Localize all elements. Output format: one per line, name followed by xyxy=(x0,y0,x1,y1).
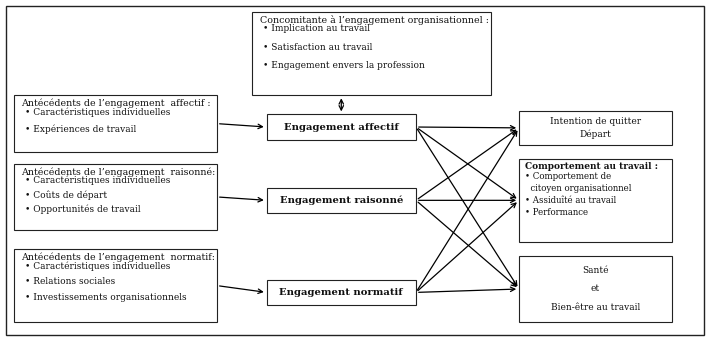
Text: • Satisfaction au travail: • Satisfaction au travail xyxy=(263,43,373,51)
FancyBboxPatch shape xyxy=(519,256,672,322)
Text: • Caractéristiques individuelles: • Caractéristiques individuelles xyxy=(25,261,170,271)
Text: • Performance: • Performance xyxy=(525,208,588,217)
FancyBboxPatch shape xyxy=(267,280,416,305)
Text: Antécédents de l’engagement  raisonné:: Antécédents de l’engagement raisonné: xyxy=(21,167,215,177)
Text: • Implication au travail: • Implication au travail xyxy=(263,24,370,33)
Text: • Comportement de: • Comportement de xyxy=(525,172,611,181)
Text: • Opportunités de travail: • Opportunités de travail xyxy=(25,204,141,213)
Text: Départ: Départ xyxy=(579,130,611,139)
Text: Engagement normatif: Engagement normatif xyxy=(279,288,403,297)
FancyBboxPatch shape xyxy=(14,249,217,322)
FancyBboxPatch shape xyxy=(519,159,672,242)
Text: • Expériences de travail: • Expériences de travail xyxy=(25,124,136,134)
FancyBboxPatch shape xyxy=(14,95,217,152)
FancyBboxPatch shape xyxy=(267,114,416,140)
FancyBboxPatch shape xyxy=(6,6,704,335)
Text: Santé: Santé xyxy=(582,266,609,275)
Text: Antécédents de l’engagement  normatif:: Antécédents de l’engagement normatif: xyxy=(21,252,215,262)
Text: • Investissements organisationnels: • Investissements organisationnels xyxy=(25,293,186,302)
FancyBboxPatch shape xyxy=(14,164,217,230)
Text: Antécédents de l’engagement  affectif :: Antécédents de l’engagement affectif : xyxy=(21,99,211,108)
FancyBboxPatch shape xyxy=(267,188,416,213)
Text: Engagement affectif: Engagement affectif xyxy=(284,122,399,132)
FancyBboxPatch shape xyxy=(519,111,672,145)
Text: • Relations sociales: • Relations sociales xyxy=(25,277,115,286)
Text: • Caractéristiques individuelles: • Caractéristiques individuelles xyxy=(25,108,170,117)
Text: Concomitante à l’engagement organisationnel :: Concomitante à l’engagement organisation… xyxy=(260,15,488,25)
Text: citoyen organisationnel: citoyen organisationnel xyxy=(525,184,631,193)
Text: Intention de quitter: Intention de quitter xyxy=(550,117,641,125)
Text: • Assiduîté au travail: • Assiduîté au travail xyxy=(525,196,616,205)
Text: • Coûts de départ: • Coûts de départ xyxy=(25,190,107,199)
Text: Comportement au travail :: Comportement au travail : xyxy=(525,162,658,171)
Text: • Caractéristiques individuelles: • Caractéristiques individuelles xyxy=(25,176,170,186)
Text: et: et xyxy=(591,284,600,294)
Text: Engagement raisonné: Engagement raisonné xyxy=(279,196,403,205)
FancyBboxPatch shape xyxy=(252,12,491,95)
Text: Bien-être au travail: Bien-être au travail xyxy=(551,303,640,312)
Text: • Engagement envers la profession: • Engagement envers la profession xyxy=(263,61,425,70)
